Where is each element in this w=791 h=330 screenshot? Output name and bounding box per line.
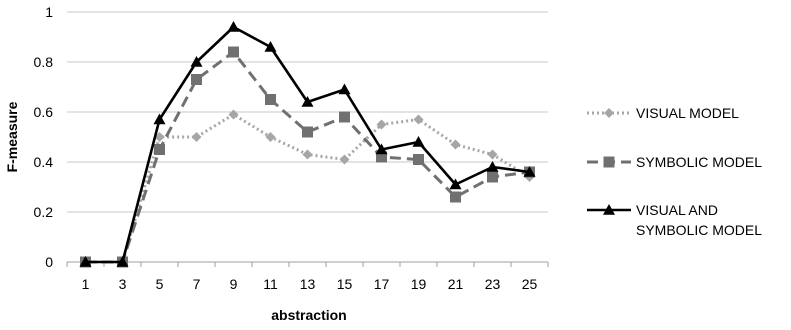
data-point — [301, 96, 314, 107]
y-tick-label: 1 — [45, 4, 53, 20]
legend-item-0: VISUAL MODEL — [587, 105, 739, 121]
data-point — [228, 46, 239, 58]
x-tick-label: 15 — [337, 276, 353, 292]
x-tick-label: 25 — [522, 276, 538, 292]
series — [79, 21, 536, 268]
legend-label: VISUAL AND — [636, 202, 718, 218]
axes: 00.20.40.60.811 3 5 7 9 11 13 15 17 19 21 23 25 — [34, 4, 549, 292]
data-point — [486, 161, 499, 172]
y-tick-label: 0.8 — [34, 54, 54, 70]
y-axis-title: F-measure — [4, 101, 20, 172]
legend-item-2: VISUAL AND SYMBOLIC MODEL — [587, 202, 762, 238]
data-point — [413, 114, 424, 125]
data-point — [375, 143, 388, 155]
data-point — [302, 126, 313, 138]
y-tick-label: 0.4 — [34, 154, 54, 170]
data-point — [449, 178, 462, 190]
data-point — [450, 139, 461, 150]
data-point — [487, 149, 498, 160]
y-tick-label: 0.2 — [34, 204, 54, 220]
data-point — [487, 171, 498, 183]
x-tick-label: 5 — [156, 276, 164, 292]
x-tick-label: 19 — [411, 276, 427, 292]
data-point — [339, 111, 350, 123]
data-point — [190, 56, 203, 67]
series-2 — [79, 21, 536, 267]
data-point — [376, 119, 387, 130]
data-point — [376, 151, 387, 163]
x-tick-label: 7 — [193, 276, 201, 292]
x-axis-title: abstraction — [271, 307, 346, 323]
data-point — [412, 136, 425, 147]
legend-label: SYMBOLIC MODEL — [636, 222, 762, 238]
legend-item-1: SYMBOLIC MODEL — [587, 154, 762, 170]
gridlines — [67, 11, 548, 213]
data-point — [154, 132, 165, 142]
data-point — [154, 144, 165, 155]
x-tick-label: 23 — [485, 276, 501, 292]
data-point — [264, 41, 277, 52]
x-tick-label: 3 — [119, 276, 127, 292]
data-point — [302, 149, 313, 160]
data-point — [228, 109, 239, 120]
data-point — [265, 132, 276, 142]
data-point — [191, 132, 202, 142]
x-tick-label: 21 — [448, 276, 464, 292]
legend-swatch-marker — [603, 204, 615, 215]
x-tick-label: 9 — [230, 276, 238, 292]
legend-swatch-marker — [603, 156, 615, 168]
x-tick-label: 1 — [82, 276, 90, 292]
data-point — [153, 113, 166, 125]
data-point — [265, 94, 276, 105]
data-point — [338, 83, 351, 95]
x-tick-label: 17 — [374, 276, 390, 292]
y-tick-label: 0.6 — [34, 104, 54, 120]
legend-label: VISUAL MODEL — [636, 105, 739, 121]
data-point — [227, 21, 240, 32]
legend-swatch-marker — [604, 108, 614, 118]
data-point — [116, 256, 129, 267]
data-point — [523, 166, 536, 177]
data-point — [450, 191, 461, 203]
legend: VISUAL MODEL SYMBOLIC MODEL VISUAL AND SYMB… — [587, 105, 762, 238]
y-tick-label: 0 — [45, 254, 53, 270]
data-point — [339, 154, 350, 165]
data-point — [191, 74, 202, 85]
x-tick-label: 13 — [300, 276, 316, 292]
data-point — [79, 256, 92, 267]
x-tick-label: 11 — [263, 276, 278, 292]
legend-label: SYMBOLIC MODEL — [636, 154, 762, 170]
data-point — [413, 154, 424, 165]
